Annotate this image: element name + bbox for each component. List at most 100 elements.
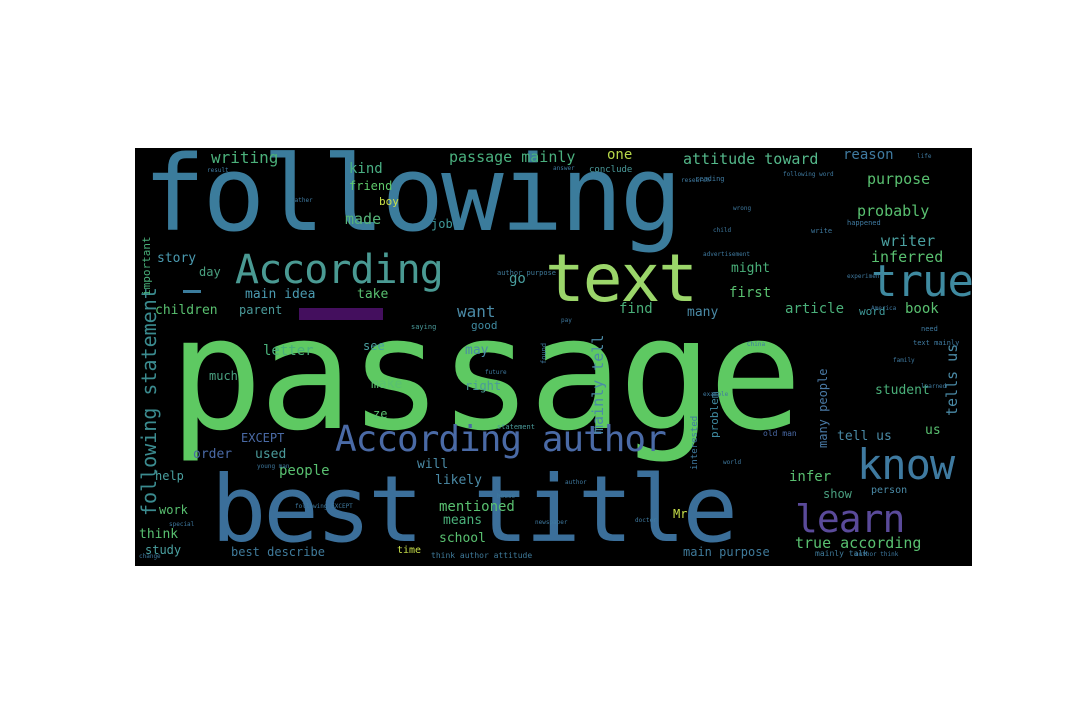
word: house: [497, 493, 516, 500]
word: think author attitude: [431, 551, 533, 560]
word: attitude toward: [683, 150, 819, 168]
word-cloud-bar: [183, 290, 201, 293]
word: day: [199, 265, 221, 279]
word: time: [397, 545, 422, 556]
word: special: [169, 521, 195, 528]
word: student: [875, 383, 930, 398]
word: writer: [881, 232, 936, 250]
word: main idea: [245, 287, 316, 302]
word: reason: [843, 148, 894, 163]
word: us: [925, 423, 941, 438]
word: take: [357, 287, 389, 302]
word: research: [681, 177, 710, 184]
word: friend: [349, 179, 393, 193]
word: infer: [789, 469, 832, 485]
word: book: [905, 301, 939, 317]
word: text: [545, 240, 698, 317]
word: true: [871, 256, 972, 307]
word: think: [139, 527, 179, 542]
word: following word: [783, 171, 834, 178]
word: best title: [211, 456, 738, 563]
word: parent: [239, 303, 283, 317]
word: future: [485, 369, 507, 376]
word: Mr: [673, 507, 688, 521]
word: answer: [553, 165, 575, 172]
word: mentioned: [439, 499, 515, 515]
word: found: [540, 342, 548, 364]
word: purpose: [867, 170, 931, 188]
word: used: [255, 447, 287, 462]
word: passage: [169, 283, 802, 465]
word: following EXCEPT: [295, 503, 353, 510]
word: result: [207, 167, 229, 174]
word: want: [457, 302, 496, 321]
word-cloud: passage following best title text Accord…: [135, 148, 972, 566]
word: write: [811, 227, 833, 235]
word: find: [619, 301, 653, 317]
word: person: [871, 485, 908, 496]
word: According author: [335, 419, 667, 460]
word: young man: [257, 463, 290, 470]
word: good: [471, 319, 498, 332]
word: kind: [349, 161, 383, 177]
word: inferred: [871, 248, 944, 266]
word: China: [747, 341, 766, 348]
word: may: [465, 343, 489, 358]
word: child: [713, 227, 732, 234]
word: made: [345, 210, 382, 228]
word: learn: [795, 497, 905, 541]
word: likely: [435, 473, 482, 488]
word-cloud-bar: [299, 308, 383, 320]
word: right: [465, 379, 502, 393]
word: life: [917, 153, 932, 160]
word: article: [785, 301, 845, 317]
word: example: [703, 391, 729, 398]
word: world: [723, 459, 742, 466]
word: statement: [497, 423, 535, 431]
word: family: [893, 357, 915, 364]
word: doctor: [635, 517, 657, 524]
word: order: [193, 447, 233, 462]
word: probably: [857, 202, 930, 220]
word: story: [157, 251, 197, 266]
word: will: [417, 457, 449, 472]
word: ze: [373, 407, 388, 421]
word: following: [143, 148, 683, 255]
word: happened: [847, 219, 881, 227]
word: help: [155, 469, 184, 483]
word: children: [155, 303, 218, 318]
word: boy: [379, 195, 399, 208]
word: study: [145, 543, 182, 557]
word: people: [279, 463, 330, 479]
word: EXCEPT: [241, 431, 285, 445]
word: go: [509, 271, 526, 287]
word: show: [823, 487, 852, 501]
word: problem: [708, 391, 721, 438]
word: learned: [921, 383, 947, 390]
word: letter: [263, 343, 314, 359]
word: word: [859, 305, 886, 318]
word: one: [607, 148, 633, 163]
word: writing: [211, 148, 279, 167]
word: many people: [816, 368, 830, 448]
word: tells us: [943, 343, 961, 416]
word: much: [209, 369, 238, 383]
word: make: [371, 377, 403, 392]
word: might: [731, 261, 771, 276]
word: mainly tell: [589, 334, 607, 434]
word: author: [565, 479, 587, 486]
word: interested: [690, 415, 700, 470]
word: conclude: [589, 165, 633, 175]
word: main purpose: [683, 545, 770, 559]
word: tell us: [837, 429, 892, 444]
word: newspaper: [535, 519, 568, 526]
word: work: [159, 503, 188, 517]
word: change: [139, 553, 161, 560]
word: pay: [561, 317, 572, 324]
word: need: [921, 325, 938, 333]
word: know: [857, 440, 955, 489]
word: see: [363, 339, 385, 353]
word: school: [439, 531, 486, 546]
word: wrong: [733, 205, 752, 212]
word: first: [729, 285, 772, 301]
